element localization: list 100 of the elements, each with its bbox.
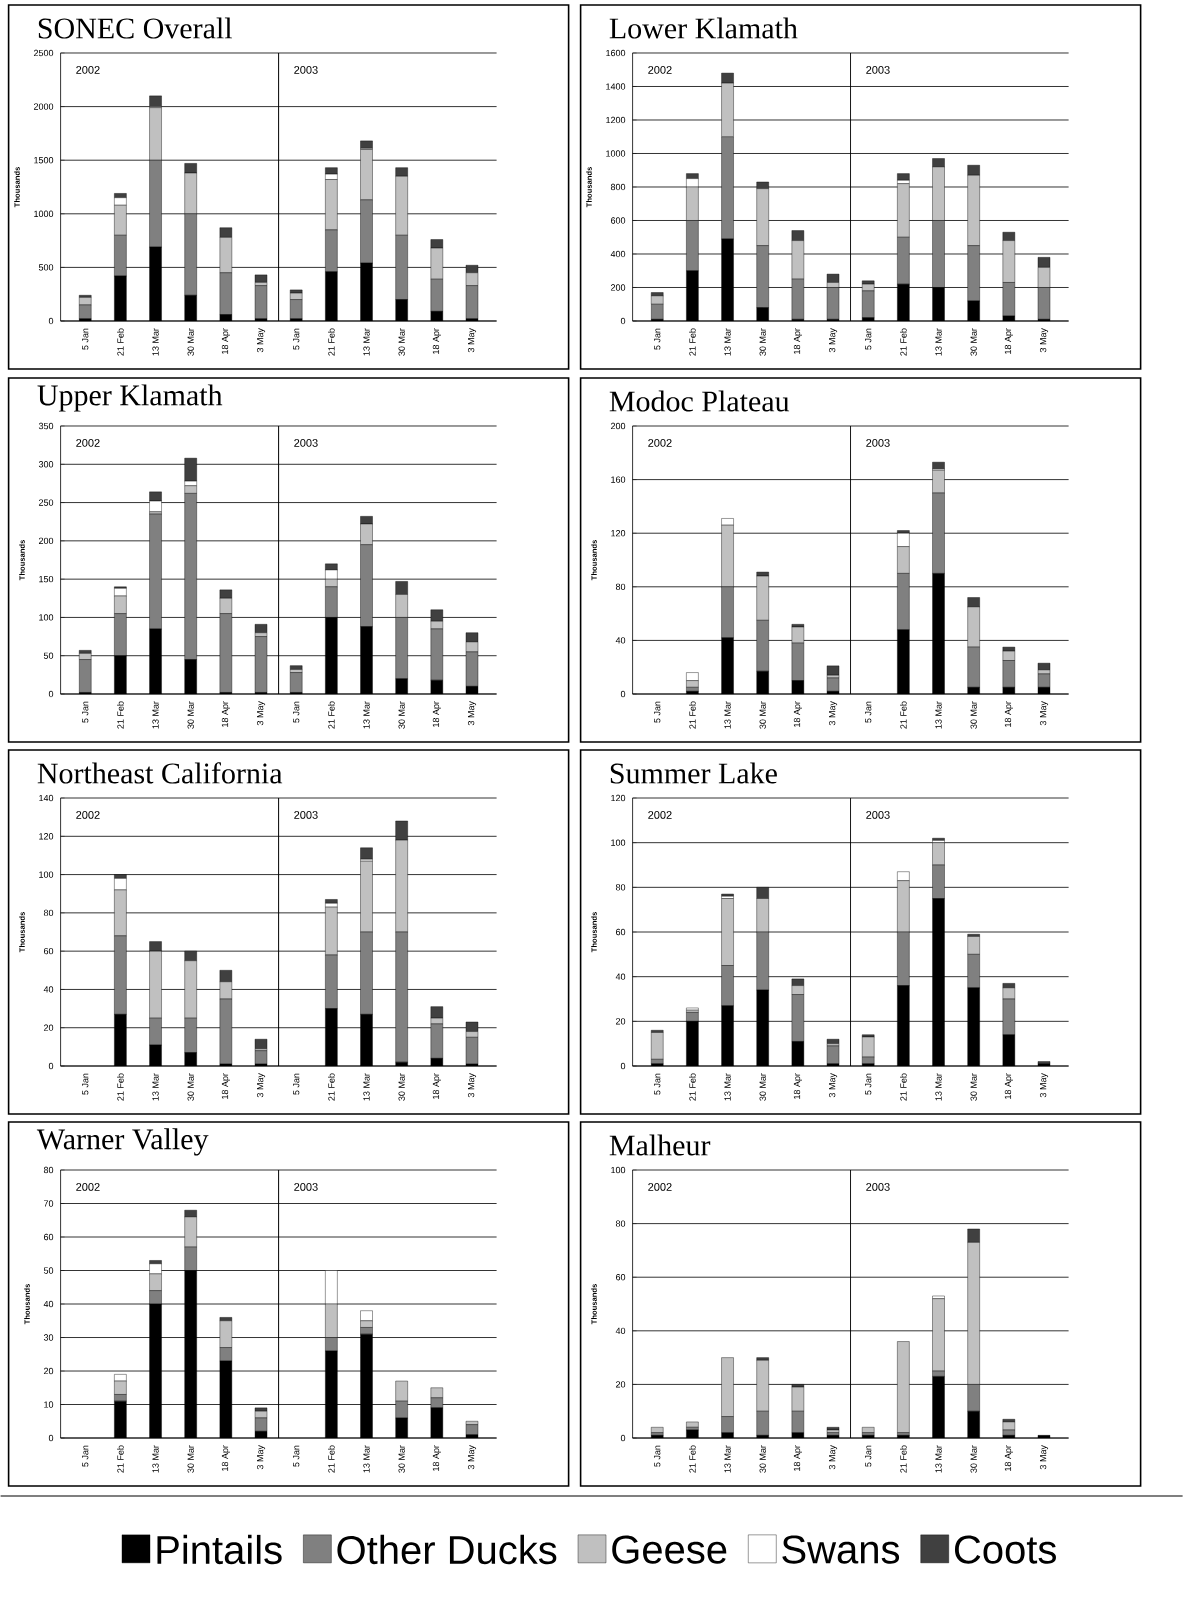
legend-label: Other Ducks [337,1534,557,1565]
x-tick-label: 3 May [467,1445,476,1470]
x-tick-label: 3 May [1039,701,1048,726]
x-tick-label: 3 May [828,1073,838,1098]
x-tick-label: 13 Mar [363,701,370,729]
annotation: 2002 [76,66,100,74]
y-tick-label: 40 [43,986,54,993]
x-tick-label: 21 Feb [899,328,907,356]
x-tick-label: 21 Feb [688,701,696,729]
y-tick-label: 800 [610,183,626,191]
annotation: 2003 [866,66,890,74]
x-tick-label: 13 Mar [363,328,370,356]
y-tick-label: 400 [610,250,626,258]
x-tick-label: 18 Apr [793,1073,802,1099]
y-tick-label: 40 [615,1327,626,1335]
y-tick-label: 60 [615,1274,626,1281]
annotation: 2002 [76,439,100,447]
x-tick-label: 30 Mar [759,328,766,356]
x-tick-label: 30 Mar [970,1445,977,1473]
x-tick-label: 13 Mar [363,1445,370,1473]
x-tick-label: 3 May [256,1445,266,1470]
x-tick-label: 18 Apr [793,701,802,727]
annotation: 2002 [648,811,672,819]
x-tick-label: 30 Mar [398,701,405,729]
annotation: 2003 [294,66,318,74]
chart-title: Upper Klamath [37,384,223,412]
y-tick-label: 80 [615,583,626,590]
y-tick-label: 1000 [34,210,54,217]
y-tick-label: 0 [620,1434,626,1442]
y-tick-label: 250 [38,499,54,506]
x-tick-label: 13 Mar [935,1073,942,1101]
x-tick-label: 18 Apr [221,1445,230,1471]
x-tick-label: 13 Mar [152,1445,159,1473]
legend-label: Swans [782,1535,899,1564]
y-tick-label: 60 [615,928,626,936]
x-tick-label: 18 Apr [793,1445,802,1471]
x-tick-label: 5 Jan [654,1073,661,1095]
x-tick-label: 13 Mar [935,701,942,729]
x-tick-label: 5 Jan [292,701,300,723]
x-tick-label: 30 Mar [759,1445,766,1473]
x-tick-label: 18 Apr [221,328,230,354]
x-tick-label: 30 Mar [187,328,194,356]
y-tick-label: 200 [610,284,626,291]
x-tick-label: 21 Feb [899,1445,907,1473]
x-tick-label: 18 Apr [1004,328,1013,354]
y-tick-label: 0 [620,690,626,698]
x-tick-label: 13 Mar [724,328,731,356]
y-tick-label: 0 [48,690,54,698]
y-tick-label: 1000 [606,150,626,157]
y-tick-label: 80 [615,884,626,891]
x-tick-label: 5 Jan [654,1445,661,1467]
y-tick-label: 0 [620,317,626,325]
x-tick-label: 30 Mar [187,701,194,729]
x-tick-label: 13 Mar [724,1073,731,1101]
y-tick-label: 30 [43,1334,54,1341]
chart-title: Modoc Plateau [609,390,790,412]
y-tick-label: 0 [48,1062,54,1070]
annotation: 2002 [648,1183,672,1191]
y-tick-label: 120 [611,530,626,537]
x-tick-label: 3 May [256,701,266,726]
x-tick-label: 5 Jan [654,328,661,350]
x-tick-label: 30 Mar [187,1445,194,1473]
y-tick-label: 0 [48,1434,54,1442]
x-tick-label: 5 Jan [81,1073,89,1095]
x-tick-label: 30 Mar [398,328,405,356]
x-tick-label: 3 May [828,328,838,353]
y-tick-label: 40 [615,973,626,980]
x-tick-label: 21 Feb [688,1073,696,1101]
y-tick-label: 20 [615,1381,626,1388]
y-tick-label: 100 [611,839,626,846]
x-tick-label: 21 Feb [116,701,124,729]
y-tick-label: 70 [43,1200,54,1207]
annotation: 2002 [76,1183,100,1191]
x-tick-label: 30 Mar [187,1073,194,1101]
x-tick-label: 5 Jan [292,328,300,350]
x-tick-label: 18 Apr [221,1073,230,1099]
x-tick-label: 21 Feb [116,328,124,356]
y-tick-label: 1400 [606,83,626,90]
y-tick-label: 200 [38,537,54,545]
y-tick-label: 160 [611,476,626,483]
x-tick-label: 21 Feb [688,328,696,356]
y-tick-label: 80 [615,1220,626,1227]
x-tick-label: 21 Feb [327,1445,335,1473]
y-tick-label: 100 [611,1166,626,1174]
y-tick-label: 20 [43,1367,54,1375]
y-tick-label: 0 [620,1062,626,1070]
y-tick-label: 0 [48,317,54,325]
y-tick-label: 1600 [606,49,626,57]
x-tick-label: 3 May [828,1445,838,1470]
x-tick-label: 5 Jan [864,1445,872,1467]
y-tick-label: 350 [38,422,54,430]
legend-label: Coots [954,1535,1056,1564]
x-tick-label: 13 Mar [363,1073,370,1101]
chart-title: Malheur [609,1134,711,1156]
x-tick-label: 3 May [467,328,476,353]
x-tick-label: 18 Apr [1004,1073,1013,1099]
annotation: 2003 [294,1183,318,1191]
y-tick-label: 80 [43,909,54,917]
annotation: 2003 [294,439,318,447]
y-tick-label: 50 [43,1267,54,1274]
